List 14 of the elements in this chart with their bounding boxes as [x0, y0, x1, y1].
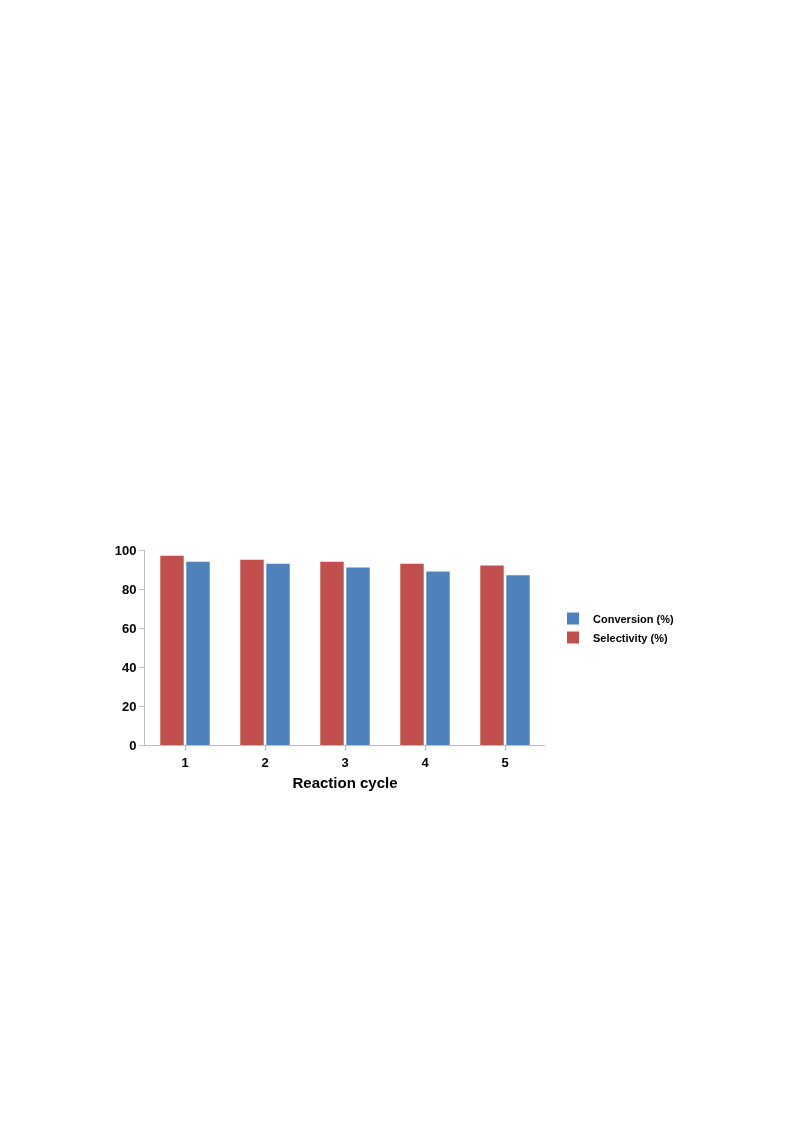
x-axis-title: Reaction cycle [292, 773, 398, 791]
y-tick-label: 20 [121, 698, 137, 714]
x-tick-label: 1 [181, 754, 189, 770]
y-tick-label: 60 [121, 620, 137, 636]
x-tick-label: 4 [421, 754, 430, 770]
x-tick-label: 3 [341, 754, 349, 770]
y-tick-label: 100 [114, 542, 137, 558]
legend-label: Selectivity (%) [593, 631, 668, 644]
y-tick-label: 40 [121, 659, 137, 675]
legend-label: Conversion (%) [593, 612, 675, 625]
y-tick-label: 0 [129, 737, 137, 753]
x-tick-label: 5 [501, 754, 509, 770]
y-tick-label: 80 [121, 581, 137, 597]
x-tick-label: 2 [261, 754, 269, 770]
